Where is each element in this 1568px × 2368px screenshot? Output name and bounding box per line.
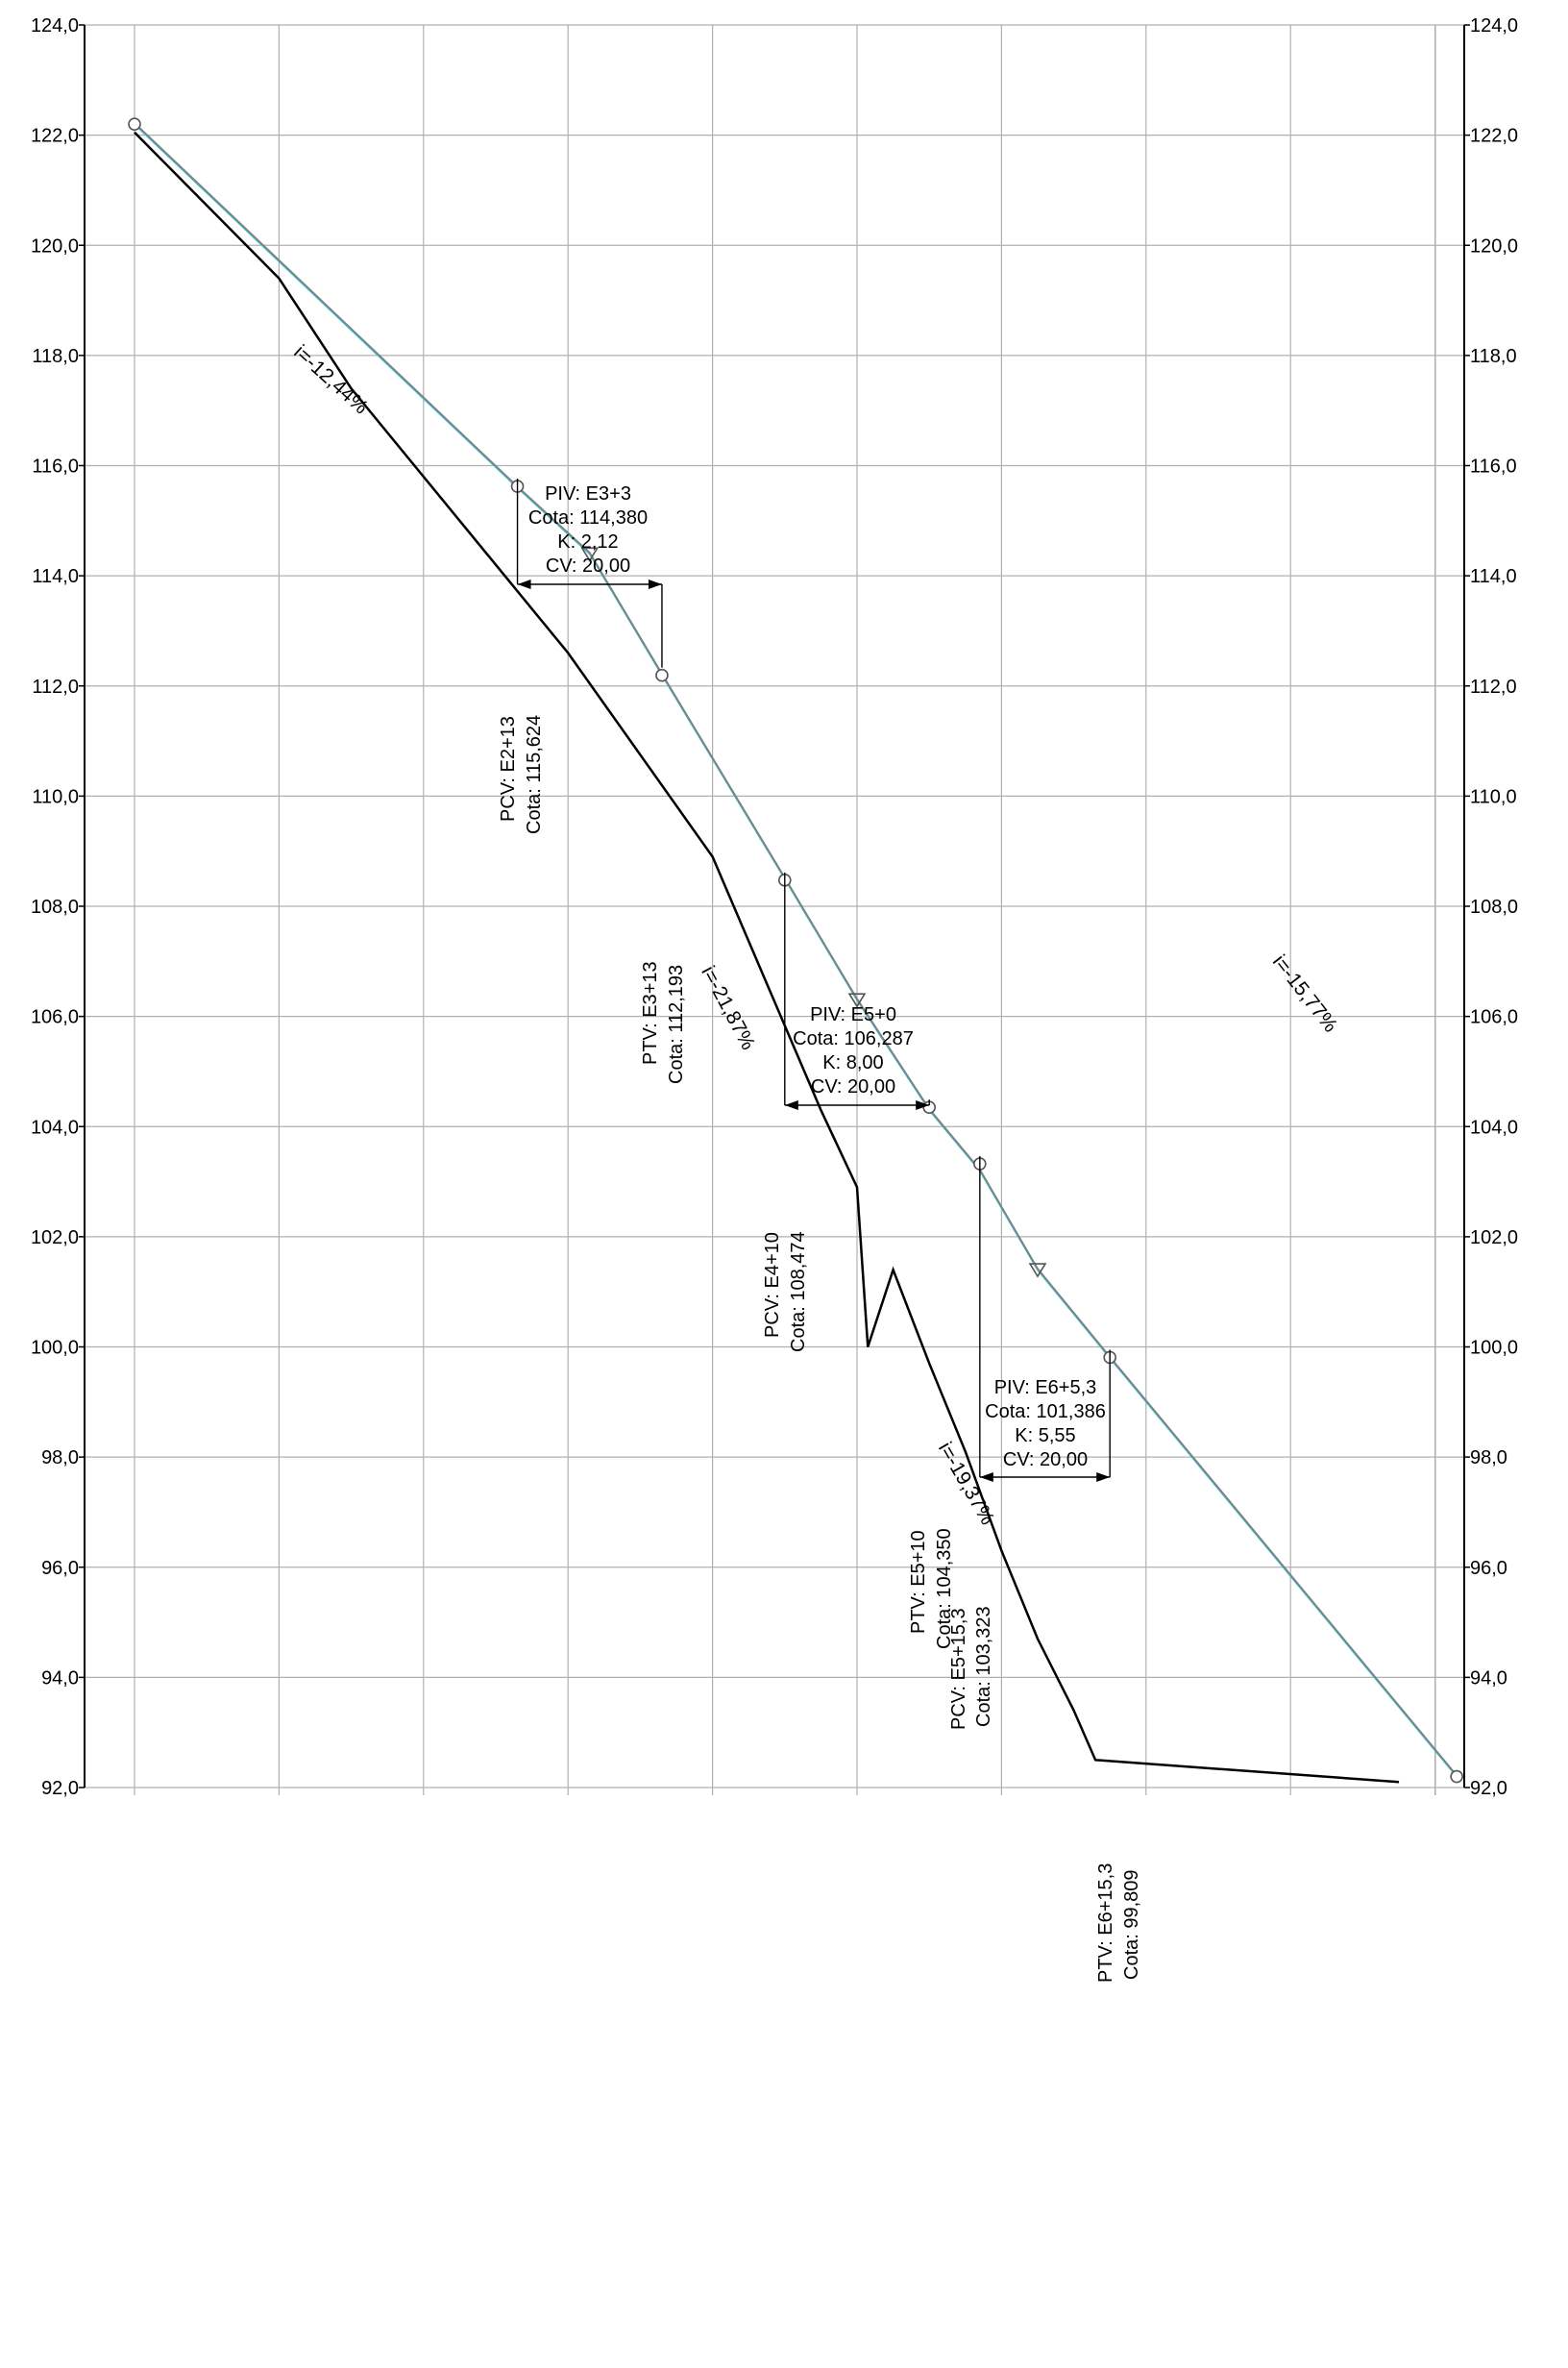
dimension-arrow-end-0 — [648, 580, 662, 589]
piv-3-line-3: K: 5,55 — [1015, 1425, 1075, 1446]
y-tick-left-8: 108,0 — [31, 897, 79, 918]
dimension-arrow-end-1 — [916, 1100, 930, 1110]
y-tick-right-6: 104,0 — [1470, 1117, 1518, 1138]
y-tick-left-13: 118,0 — [32, 346, 79, 367]
piv-3-line-1: PIV: E6+5,3 — [994, 1377, 1097, 1398]
y-tick-right-0: 92,0 — [1470, 1778, 1507, 1799]
y-tick-left-9: 110,0 — [32, 786, 79, 807]
y-tick-left-1: 94,0 — [41, 1667, 79, 1689]
terrain-line — [134, 131, 1400, 1784]
piv-2-line-3: K: 8,00 — [822, 1052, 883, 1073]
ptv-1-station: PTV: E3+13 — [640, 961, 661, 1065]
y-tick-right-9: 110,0 — [1470, 786, 1517, 807]
piv-annotation-1: PIV: E3+3 Cota: 114,380 K: 2,12 CV: 20,0… — [528, 483, 648, 577]
piv-1-line-2: Cota: 114,380 — [528, 507, 648, 529]
geometry-line — [134, 122, 1458, 1776]
ptv-1-cota: Cota: 112,193 — [666, 965, 687, 1084]
y-tick-right-11: 114,0 — [1470, 566, 1517, 587]
y-tick-right-7: 106,0 — [1470, 1007, 1518, 1028]
slope-label-1: i=-12,44% — [289, 341, 372, 419]
y-tick-right-1: 94,0 — [1470, 1667, 1507, 1689]
ptv-3-station: PTV: E6+15,3 — [1095, 1863, 1116, 1983]
y-tick-right-4: 100,0 — [1470, 1338, 1518, 1359]
y-tick-left-7: 106,0 — [31, 1007, 79, 1028]
y-tick-left-12: 116,0 — [32, 456, 79, 478]
piv-3-line-2: Cota: 101,386 — [985, 1401, 1106, 1422]
ptv-label-2: PTV: E5+10 Cota: 104,350 — [908, 1528, 955, 1649]
curve-point-marker-1 — [1450, 1769, 1463, 1784]
piv-annotation-3: PIV: E6+5,3 Cota: 101,386 K: 5,55 CV: 20… — [985, 1377, 1106, 1470]
pcv-1-station: PCV: E2+13 — [498, 716, 519, 822]
y-tick-left-14: 120,0 — [31, 235, 79, 257]
y-tick-right-16: 124,0 — [1470, 15, 1518, 37]
y-tick-right-14: 120,0 — [1470, 235, 1518, 257]
piv-annotation-2: PIV: E5+0 Cota: 106,287 K: 8,00 CV: 20,0… — [793, 1004, 914, 1098]
ptv-3-cota: Cota: 99,809 — [1121, 1869, 1142, 1980]
y-tick-left-4: 100,0 — [31, 1338, 79, 1359]
piv-2-line-4: CV: 20,00 — [811, 1076, 895, 1098]
pcv-2-cota: Cota: 108,474 — [788, 1231, 809, 1352]
curve-dimensions — [516, 479, 1111, 1482]
piv-3-line-4: CV: 20,00 — [1003, 1449, 1088, 1470]
slope-label-2: i=-21,87% — [697, 963, 759, 1054]
ptv-label-3: PTV: E6+15,3 Cota: 99,809 — [1095, 1863, 1142, 1983]
dimension-arrow-start-2 — [979, 1472, 993, 1482]
y-tick-left-3: 98,0 — [41, 1447, 79, 1468]
dimension-arrow-start-1 — [784, 1100, 798, 1110]
dimension-arrow-end-2 — [1096, 1472, 1111, 1482]
y-tick-left-0: 92,0 — [41, 1778, 79, 1799]
piv-1-line-3: K: 2,12 — [557, 531, 618, 553]
y-tick-right-3: 98,0 — [1470, 1447, 1507, 1468]
piv-marker-2 — [1028, 1263, 1047, 1278]
pcv-3-station: PCV: E5+15,3 — [948, 1608, 969, 1730]
y-tick-right-13: 118,0 — [1470, 346, 1517, 367]
y-tick-left-10: 112,0 — [32, 677, 79, 698]
pcv-label-2: PCV: E4+10 Cota: 108,474 — [762, 1231, 809, 1352]
y-tick-right-10: 112,0 — [1470, 677, 1517, 698]
y-tick-right-5: 102,0 — [1470, 1227, 1518, 1248]
curve-point-marker-0 — [128, 117, 141, 131]
ptv-2-cota: Cota: 104,350 — [934, 1528, 955, 1649]
y-tick-left-15: 122,0 — [31, 126, 79, 147]
ptv-2-station: PTV: E5+10 — [908, 1530, 929, 1634]
dimension-arrow-start-0 — [517, 580, 531, 589]
y-tick-left-11: 114,0 — [32, 566, 79, 587]
slope-label-4: i=-15,77% — [1268, 950, 1342, 1036]
pcv-label-3: PCV: E5+15,3 Cota: 103,323 — [948, 1606, 994, 1730]
y-axis-tick-labels: 92,0 92,0 94,0 94,0 96,0 96,0 98,0 98,0 100,0 100… — [31, 15, 1518, 1799]
piv-1-line-1: PIV: E3+3 — [545, 483, 631, 505]
piv-1-line-4: CV: 20,00 — [546, 555, 630, 577]
y-tick-right-15: 122,0 — [1470, 126, 1518, 147]
y-tick-right-2: 96,0 — [1470, 1558, 1507, 1579]
pcv-3-cota: Cota: 103,323 — [973, 1606, 994, 1727]
pcv-1-cota: Cota: 115,624 — [524, 715, 545, 834]
y-tick-right-8: 108,0 — [1470, 897, 1518, 918]
y-tick-left-2: 96,0 — [41, 1558, 79, 1579]
y-tick-left-16: 124,0 — [31, 15, 79, 37]
piv-2-line-1: PIV: E5+0 — [810, 1004, 896, 1025]
piv-2-line-2: Cota: 106,287 — [793, 1028, 914, 1049]
pcv-label-1: PCV: E2+13 Cota: 115,624 — [498, 715, 545, 834]
curve-point-marker-3 — [655, 668, 669, 682]
y-tick-left-6: 104,0 — [31, 1117, 79, 1138]
piv-marker-1 — [847, 993, 867, 1008]
ptv-label-1: PTV: E3+13 Cota: 112,193 — [640, 961, 687, 1084]
pcv-2-station: PCV: E4+10 — [762, 1232, 783, 1338]
piv-marker-0 — [580, 547, 600, 562]
grid — [85, 24, 1464, 1795]
y-tick-right-12: 116,0 — [1470, 456, 1517, 478]
y-tick-left-5: 102,0 — [31, 1227, 79, 1248]
